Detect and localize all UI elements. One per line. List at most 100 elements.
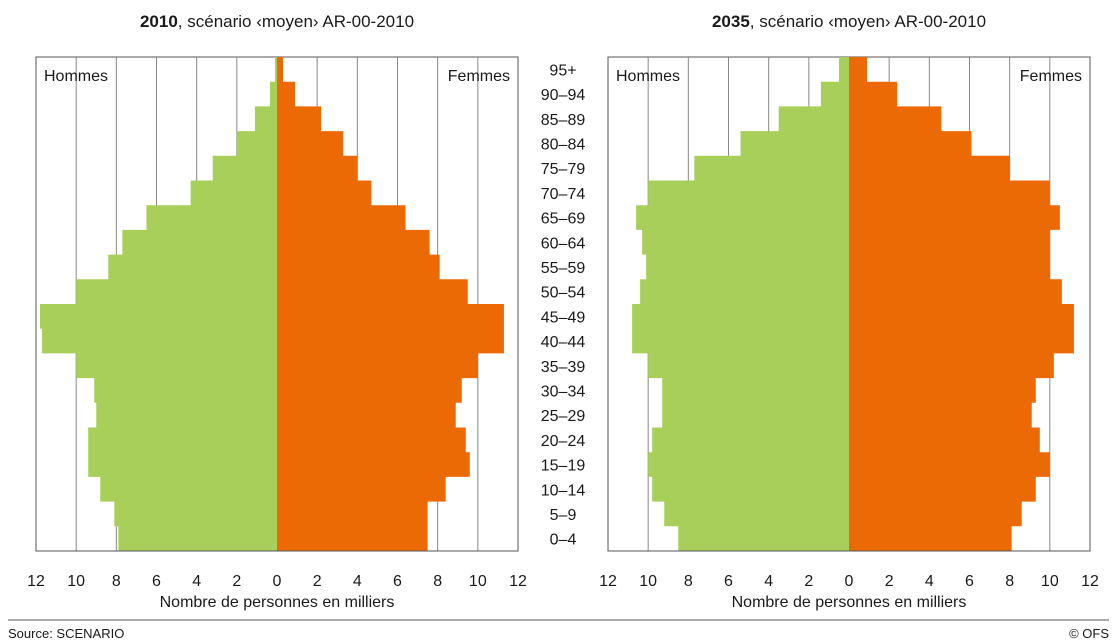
- chart-title-year: 2035: [712, 12, 750, 31]
- bar-femmes: [277, 329, 504, 354]
- age-group-label: 60–64: [541, 235, 586, 252]
- bar-femmes: [849, 452, 1050, 477]
- bar-hommes: [636, 205, 849, 230]
- bar-femmes: [849, 304, 1074, 329]
- bar-femmes: [277, 205, 406, 230]
- age-group-label: 20–24: [541, 433, 586, 450]
- chart-title-rest: , scénario ‹moyen› AR-00-2010: [178, 12, 414, 31]
- bar-hommes: [648, 452, 849, 477]
- source-note: Source: SCENARIO: [8, 626, 124, 641]
- bar-hommes: [275, 57, 277, 82]
- left-label: Hommes: [616, 68, 680, 85]
- x-tick-label: 0: [845, 573, 854, 590]
- age-group-label: 75–79: [541, 161, 586, 178]
- bar-hommes: [108, 255, 277, 280]
- bar-femmes: [849, 230, 1050, 255]
- bar-femmes: [277, 353, 478, 378]
- x-tick-label: 6: [965, 573, 974, 590]
- bar-hommes: [694, 156, 849, 181]
- bar-femmes: [277, 82, 295, 107]
- age-group-label: 0–4: [550, 532, 577, 549]
- bar-femmes: [277, 106, 321, 131]
- x-tick-label: 10: [67, 573, 85, 590]
- x-tick-label: 10: [1041, 573, 1059, 590]
- series-area-femmes: [277, 57, 504, 551]
- bar-hommes: [646, 255, 849, 280]
- x-axis-label: Nombre de personnes en milliers: [160, 594, 395, 611]
- bar-femmes: [849, 181, 1050, 206]
- bar-femmes: [277, 181, 371, 206]
- bar-femmes: [849, 403, 1032, 428]
- bar-femmes: [849, 279, 1062, 304]
- bar-hommes: [191, 181, 277, 206]
- bar-hommes: [94, 378, 277, 403]
- chart-title-rest: , scénario ‹moyen› AR-00-2010: [750, 12, 986, 31]
- series-area-hommes: [632, 57, 849, 551]
- bar-hommes: [662, 403, 849, 428]
- x-tick-label: 4: [353, 573, 362, 590]
- bar-femmes: [849, 502, 1022, 527]
- bar-femmes: [277, 255, 440, 280]
- bar-femmes: [849, 428, 1040, 453]
- age-group-label: 35–39: [541, 359, 586, 376]
- x-tick-label: 6: [724, 573, 733, 590]
- bar-femmes: [277, 378, 462, 403]
- bar-femmes: [277, 131, 343, 156]
- bar-femmes: [849, 477, 1036, 502]
- x-tick-label: 8: [433, 573, 442, 590]
- bar-femmes: [849, 82, 897, 107]
- age-group-label: 80–84: [541, 136, 586, 153]
- bar-hommes: [146, 205, 277, 230]
- x-tick-label: 12: [509, 573, 527, 590]
- bar-femmes: [849, 57, 867, 82]
- bar-hommes: [821, 82, 849, 107]
- bar-femmes: [277, 304, 504, 329]
- x-axis-label: Nombre de personnes en milliers: [732, 594, 967, 611]
- bar-femmes: [849, 106, 941, 131]
- age-group-label: 30–34: [541, 383, 586, 400]
- age-group-label: 65–69: [541, 211, 586, 228]
- bar-hommes: [76, 279, 277, 304]
- bar-femmes: [849, 353, 1054, 378]
- age-group-axis: 0–4 5–9 10–14 15–19 20–24 25–29 30–34 35–39 40–4…: [541, 62, 586, 548]
- x-tick-label: 8: [112, 573, 121, 590]
- bar-hommes: [270, 82, 277, 107]
- bar-hommes: [255, 106, 277, 131]
- x-tick-label: 6: [393, 573, 402, 590]
- bar-hommes: [76, 353, 277, 378]
- age-group-label: 90–94: [541, 87, 586, 104]
- age-group-label: 40–44: [541, 334, 586, 351]
- bar-hommes: [118, 526, 277, 551]
- bar-hommes: [662, 378, 849, 403]
- bar-femmes: [277, 452, 470, 477]
- bar-hommes: [640, 279, 849, 304]
- series-area-femmes: [849, 57, 1074, 551]
- x-tick-label: 10: [469, 573, 487, 590]
- bar-hommes: [664, 502, 849, 527]
- bar-hommes: [648, 181, 849, 206]
- bar-femmes: [277, 230, 430, 255]
- bar-hommes: [741, 131, 849, 156]
- x-tick-label: 2: [804, 573, 813, 590]
- bar-femmes: [849, 205, 1060, 230]
- chart-title: 2035, scénario ‹moyen› AR-00-2010: [712, 12, 986, 31]
- bar-hommes: [88, 428, 277, 453]
- x-tick-label: 8: [1005, 573, 1014, 590]
- pyramid-2035: 2035, scénario ‹moyen› AR-00-2010 Hommes F…: [599, 12, 1099, 611]
- series-area-hommes: [40, 57, 278, 551]
- x-tick-label: 2: [885, 573, 894, 590]
- x-tick-label: 2: [232, 573, 241, 590]
- bar-hommes: [213, 156, 277, 181]
- bar-hommes: [88, 452, 277, 477]
- bar-hommes: [632, 329, 849, 354]
- chart-title: 2010, scénario ‹moyen› AR-00-2010: [140, 12, 414, 31]
- bar-femmes: [277, 279, 468, 304]
- x-tick-label: 12: [1081, 573, 1099, 590]
- age-group-label: 70–74: [541, 186, 586, 203]
- bar-hommes: [42, 329, 277, 354]
- right-label: Femmes: [1020, 68, 1082, 85]
- bar-hommes: [122, 230, 277, 255]
- bar-hommes: [652, 477, 849, 502]
